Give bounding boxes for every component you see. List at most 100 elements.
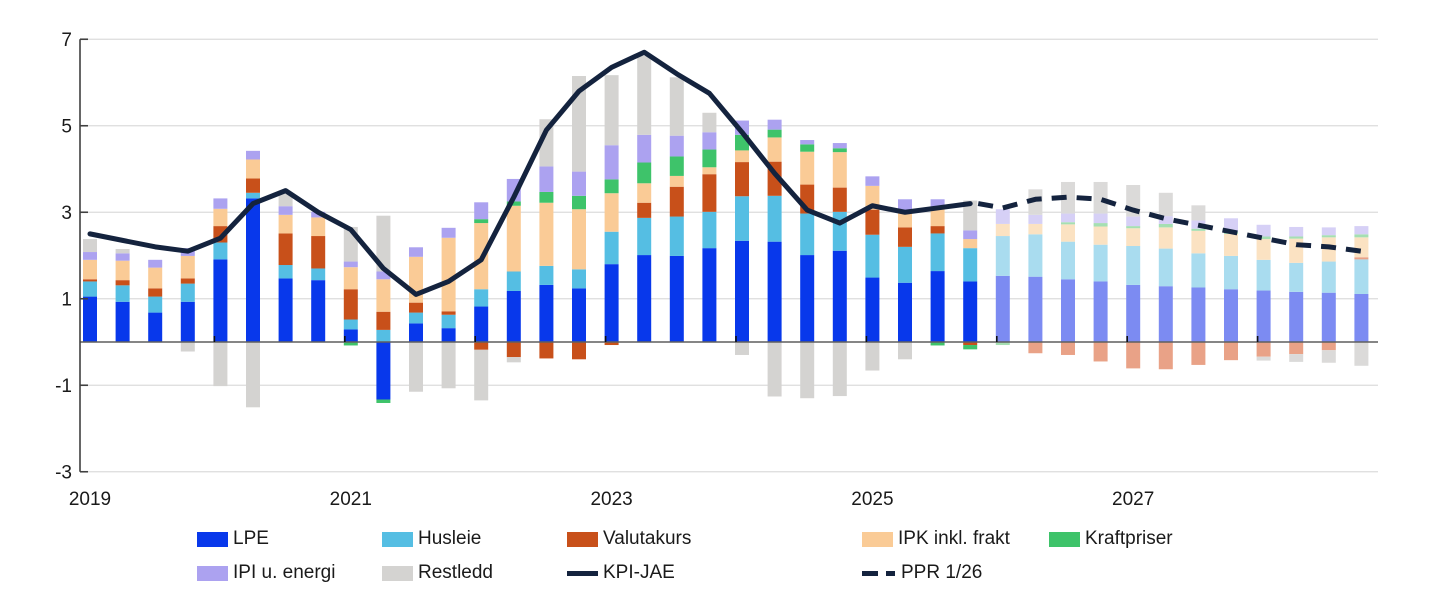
bar-segment-valutakurs-2021K1 (343, 289, 358, 320)
bar-segment-lpe-2028K4 (1354, 293, 1369, 342)
bar-segment-ipk-inkl-frakt-2023K2 (637, 183, 652, 203)
x-tick-label: 2023 (590, 489, 632, 510)
bar-segment-husleie-2024K3 (800, 213, 815, 256)
bar-segment-lpe-2028K1 (1256, 290, 1271, 342)
bar-segment-valutakurs-2028K3 (1321, 342, 1336, 351)
bar-segment-valutakurs-2027K2 (1158, 342, 1173, 370)
bar-segment-ipk-inkl-frakt-2024K4 (832, 152, 847, 188)
bar-segment-lpe-2026K4 (1093, 281, 1108, 342)
bar-segment-husleie-2028K1 (1256, 259, 1271, 291)
bar-segment-husleie-2022K2 (506, 271, 521, 291)
legend-label: Kraftpriser (1085, 528, 1173, 549)
bar-segment-restledd-2019K2 (115, 249, 130, 254)
y-tick-label: -1 (55, 376, 72, 397)
bar-segment-lpe-2025K2 (898, 282, 912, 342)
bar-segment-kraftpriser-2023K3 (669, 156, 684, 176)
bar-segment-husleie-2027K4 (1224, 255, 1238, 290)
bar-segment-kraftpriser-2022K2 (506, 201, 521, 206)
bar-segment-lpe-2027K4 (1224, 289, 1238, 342)
bar-segment-lpe-2020K1 (213, 259, 228, 342)
legend-swatch-icon (197, 565, 228, 581)
bar-segment-husleie-2025K4 (963, 248, 978, 282)
bar-segment-restledd-2022K2 (506, 357, 521, 363)
bar-segment-husleie-2021K3 (409, 312, 423, 324)
bar-segment-kraftpriser-2028K4 (1354, 234, 1369, 238)
bar-segment-valutakurs-2024K1 (735, 162, 749, 197)
legend-solid-line-icon (567, 570, 598, 576)
legend-label: KPI-JAE (603, 562, 675, 583)
bar-segment-kraftpriser-2026K1 (995, 342, 1010, 346)
bar-segment-lpe-2026K1 (995, 275, 1010, 342)
bar-segment-valutakurs-2028K4 (1354, 257, 1369, 260)
bar-segment-restledd-2027K3 (1191, 205, 1206, 221)
bar-segment-lpe-2022K3 (539, 284, 554, 342)
bar-segment-kraftpriser-2021K1 (343, 342, 358, 346)
bar-segment-ipi-u-energi-2028K2 (1289, 226, 1304, 237)
bar-segment-lpe-2023K1 (604, 264, 619, 342)
bar-segment-ipk-inkl-frakt-2024K2 (767, 137, 782, 162)
bar-segment-lpe-2022K1 (474, 306, 489, 342)
bar-segment-ipk-inkl-frakt-2027K1 (1126, 228, 1141, 246)
bar-segment-valutakurs-2019K2 (115, 280, 130, 286)
bar-segment-restledd-2024K1 (735, 342, 749, 355)
legend-label: LPE (233, 528, 269, 549)
bar-segment-ipk-inkl-frakt-2028K4 (1354, 237, 1369, 258)
bar-segment-restledd-2025K2 (898, 342, 912, 360)
bar-segment-kraftpriser-2025K4 (963, 345, 978, 350)
bar-segment-ipi-u-energi-2023K1 (604, 145, 619, 180)
bar-segment-husleie-2023K1 (604, 231, 619, 265)
bar-segment-restledd-2024K4 (832, 342, 847, 397)
bar-segment-restledd-2024K3 (800, 342, 815, 399)
bar-segment-ipk-inkl-frakt-2026K2 (1028, 223, 1043, 235)
bar-segment-lpe-2021K1 (343, 329, 358, 342)
legend-item-ipk-inkl-frakt: IPK inkl. frakt (862, 529, 1010, 549)
bar-segment-ipi-u-energi-2022K4 (572, 171, 586, 196)
bar-segment-husleie-2019K2 (115, 285, 130, 302)
bar-segment-lpe-2024K1 (735, 240, 749, 342)
bar-segment-husleie-2021K1 (343, 319, 358, 330)
bar-segment-ipk-inkl-frakt-2028K2 (1289, 238, 1304, 263)
bar-segment-ipk-inkl-frakt-2023K4 (702, 167, 717, 175)
bar-segment-restledd-2025K4 (963, 200, 978, 231)
bar-segment-restledd-2028K3 (1321, 350, 1336, 363)
bar-segment-restledd-2023K4 (702, 112, 717, 133)
bar-segment-husleie-2026K1 (995, 236, 1010, 276)
bar-segment-ipi-u-energi-2026K1 (995, 209, 1010, 224)
bar-segment-lpe-2024K2 (767, 241, 782, 342)
bar-segment-lpe-2021K2 (376, 342, 391, 400)
legend-item-valutakurs: Valutakurs (567, 529, 691, 549)
legend-item-husleie: Husleie (382, 529, 481, 549)
bar-segment-ipi-u-energi-2021K1 (343, 261, 358, 268)
bar-segment-lpe-2022K4 (572, 288, 586, 342)
legend-dashed-line-icon (862, 570, 898, 576)
legend-item-ipi-u-energi: IPI u. energi (197, 563, 335, 583)
bar-segment-ipi-u-energi-2021K3 (409, 247, 423, 257)
bar-segment-restledd-2024K2 (767, 342, 782, 397)
bar-segment-lpe-2021K3 (409, 323, 423, 342)
bar-segment-husleie-2021K2 (376, 329, 391, 342)
legend-item-lpe: LPE (197, 529, 269, 549)
bar-segment-ipk-inkl-frakt-2022K3 (539, 202, 554, 266)
bar-segment-valutakurs-2019K1 (83, 279, 97, 282)
bar-segment-kraftpriser-2022K3 (539, 191, 554, 203)
bar-segment-valutakurs-2020K4 (311, 236, 326, 269)
bar-segment-ipk-inkl-frakt-2021K4 (441, 237, 456, 312)
bar-segment-ipi-u-energi-2025K3 (930, 199, 945, 210)
bar-segment-ipk-inkl-frakt-2021K1 (343, 267, 358, 290)
bar-segment-kraftpriser-2028K3 (1321, 235, 1336, 238)
bar-segment-ipi-u-energi-2025K1 (865, 176, 880, 186)
legend-swatch-icon (382, 565, 413, 581)
bar-segment-ipk-inkl-frakt-2028K1 (1256, 239, 1271, 260)
legend-label: IPK inkl. frakt (898, 528, 1010, 549)
y-tick-label: -3 (55, 462, 72, 483)
bar-segment-husleie-2028K2 (1289, 262, 1304, 292)
bar-segment-restledd-2023K3 (669, 77, 684, 136)
bar-segment-husleie-2027K3 (1191, 253, 1206, 288)
bar-segment-valutakurs-2026K4 (1093, 342, 1108, 362)
legend-item-ppr-1-26: PPR 1/26 (862, 563, 982, 583)
bar-segment-kraftpriser-2026K3 (1061, 222, 1075, 225)
bar-segment-lpe-2019K2 (115, 301, 130, 342)
bar-segment-lpe-2022K2 (506, 290, 521, 342)
bar-segment-lpe-2027K1 (1126, 284, 1141, 342)
bar-segment-ipi-u-energi-2024K4 (832, 143, 847, 149)
